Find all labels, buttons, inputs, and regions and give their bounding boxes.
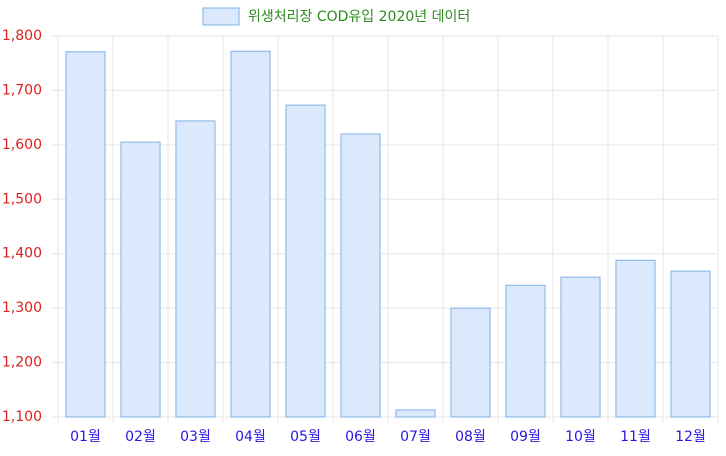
x-tick-label: 09월 bbox=[510, 429, 541, 445]
y-tick-label: 1,800 bbox=[2, 28, 42, 44]
x-tick-label: 05월 bbox=[290, 429, 321, 445]
x-tick-label: 04월 bbox=[235, 429, 266, 445]
y-tick-label: 1,700 bbox=[2, 82, 42, 98]
legend-swatch bbox=[202, 7, 240, 26]
bar bbox=[615, 259, 656, 418]
x-tick-label: 11월 bbox=[620, 429, 651, 445]
x-tick-label: 08월 bbox=[455, 429, 486, 445]
bar bbox=[395, 409, 436, 418]
bar bbox=[120, 141, 161, 418]
x-tick-label: 06월 bbox=[345, 429, 376, 445]
bar bbox=[175, 120, 216, 418]
y-tick-label: 1,400 bbox=[2, 246, 42, 262]
y-tick-label: 1,200 bbox=[2, 355, 42, 371]
y-tick-label: 1,600 bbox=[2, 137, 42, 153]
x-tick-label: 02월 bbox=[125, 429, 156, 445]
bar bbox=[285, 104, 326, 418]
bar bbox=[560, 276, 601, 418]
bar bbox=[230, 50, 271, 418]
x-tick-label: 12월 bbox=[675, 429, 706, 445]
y-tick-label: 1,100 bbox=[2, 409, 42, 425]
bar bbox=[340, 133, 381, 418]
legend-label: 위생처리장 COD유입 2020년 데이터 bbox=[248, 9, 470, 25]
x-tick-label: 10월 bbox=[565, 429, 596, 445]
y-tick-label: 1,500 bbox=[2, 191, 42, 207]
x-tick-label: 03월 bbox=[180, 429, 211, 445]
y-tick-label: 1,300 bbox=[2, 300, 42, 316]
bar bbox=[450, 307, 491, 418]
bar bbox=[670, 270, 711, 418]
x-tick-label: 01월 bbox=[70, 429, 101, 445]
x-tick-label: 07월 bbox=[400, 429, 431, 445]
bar bbox=[505, 284, 546, 418]
bar bbox=[65, 51, 106, 418]
